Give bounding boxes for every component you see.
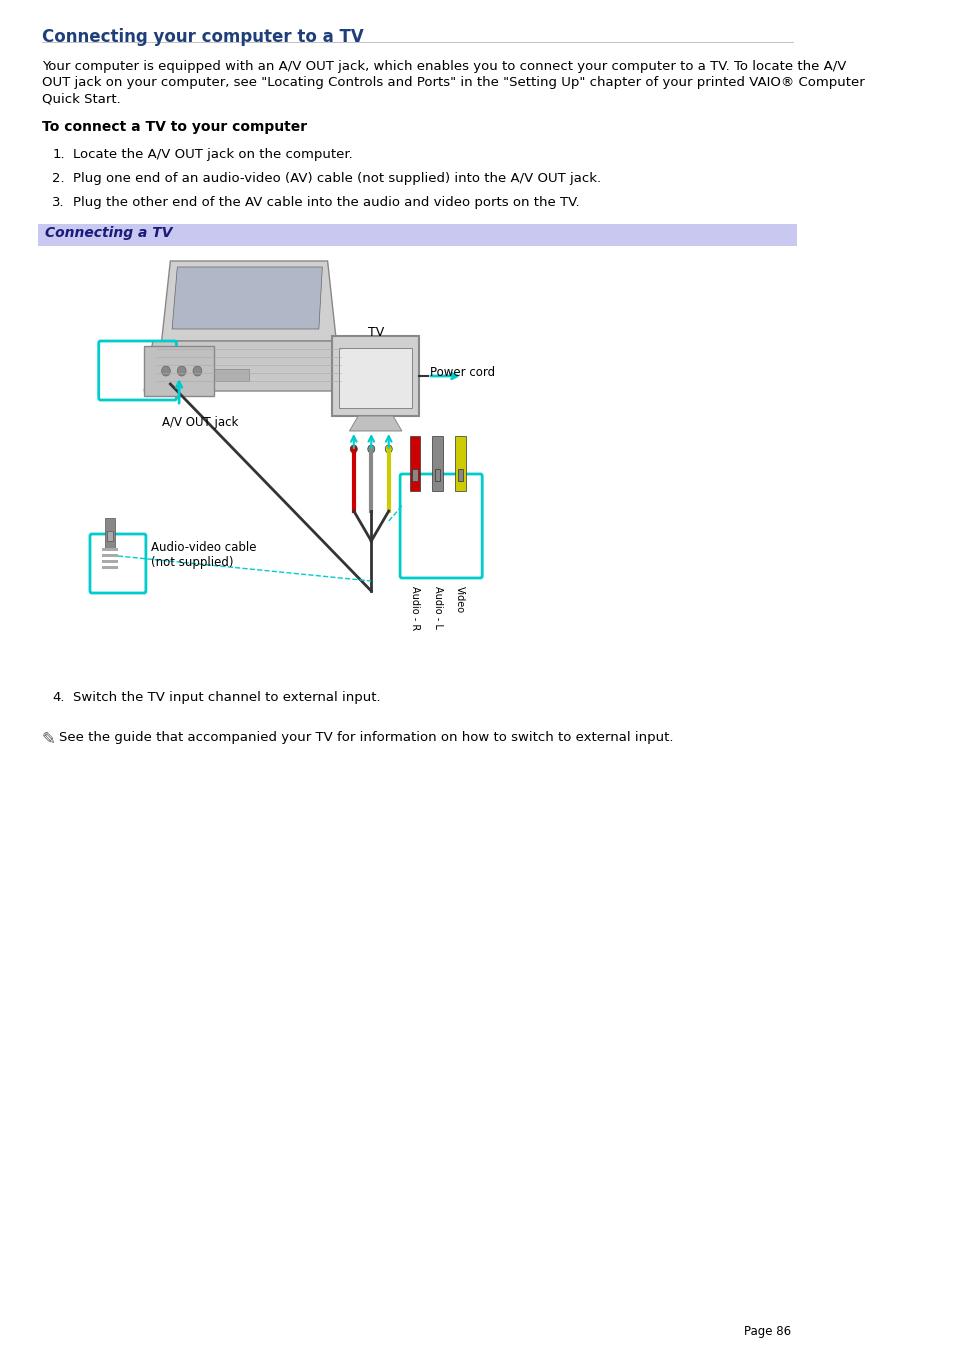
Text: Video: Video <box>455 586 465 613</box>
Circle shape <box>350 444 357 453</box>
Text: 1.: 1. <box>52 149 65 161</box>
Text: Connecting a TV: Connecting a TV <box>46 226 172 240</box>
Text: Audio-video cable
(not supplied): Audio-video cable (not supplied) <box>151 540 256 569</box>
Bar <box>409 436 419 490</box>
Bar <box>332 336 419 416</box>
Text: Your computer is equipped with an A/V OUT jack, which enables you to connect you: Your computer is equipped with an A/V OU… <box>42 59 845 73</box>
Text: Audio - L: Audio - L <box>433 586 442 628</box>
Bar <box>412 469 417 481</box>
Text: Plug the other end of the AV cable into the audio and video ports on the TV.: Plug the other end of the AV cable into … <box>73 196 579 209</box>
Bar <box>102 554 118 557</box>
Text: OUT jack on your computer, see "Locating Controls and Ports" in the "Setting Up": OUT jack on your computer, see "Locating… <box>42 76 863 89</box>
Text: Connecting your computer to a TV: Connecting your computer to a TV <box>42 28 363 46</box>
Text: See the guide that accompanied your TV for information on how to switch to exter: See the guide that accompanied your TV f… <box>59 731 673 744</box>
Polygon shape <box>172 267 322 330</box>
Text: Power cord: Power cord <box>430 366 495 380</box>
Text: ✎: ✎ <box>42 730 55 748</box>
Text: Switch the TV input channel to external input.: Switch the TV input channel to external … <box>73 690 380 704</box>
Bar <box>457 469 462 481</box>
Bar <box>432 436 442 490</box>
Text: Page 86: Page 86 <box>743 1325 791 1337</box>
Polygon shape <box>349 416 401 431</box>
Circle shape <box>177 366 186 376</box>
Circle shape <box>368 444 375 453</box>
Text: Quick Start.: Quick Start. <box>42 92 121 105</box>
Text: Plug one end of an audio-video (AV) cable (not supplied) into the A/V OUT jack.: Plug one end of an audio-video (AV) cabl… <box>73 172 601 185</box>
Text: Locate the A/V OUT jack on the computer.: Locate the A/V OUT jack on the computer. <box>73 149 353 161</box>
Bar <box>108 531 112 540</box>
Bar <box>102 561 118 563</box>
Bar <box>455 436 465 490</box>
Bar <box>205 369 249 381</box>
Bar <box>102 549 118 551</box>
Text: 4.: 4. <box>52 690 65 704</box>
Text: A/V OUT jack: A/V OUT jack <box>161 416 237 430</box>
Bar <box>338 349 412 408</box>
Polygon shape <box>144 340 354 390</box>
Bar <box>38 224 796 246</box>
Text: TV: TV <box>367 326 383 339</box>
Text: 3.: 3. <box>52 196 65 209</box>
Circle shape <box>193 366 202 376</box>
Bar <box>435 469 440 481</box>
Bar <box>144 346 213 396</box>
Text: To connect a TV to your computer: To connect a TV to your computer <box>42 120 307 134</box>
Bar <box>105 517 115 549</box>
Circle shape <box>385 444 392 453</box>
Text: Audio - R: Audio - R <box>410 586 419 631</box>
Polygon shape <box>161 261 336 340</box>
Text: 2.: 2. <box>52 172 65 185</box>
Bar <box>102 566 118 569</box>
Circle shape <box>161 366 171 376</box>
